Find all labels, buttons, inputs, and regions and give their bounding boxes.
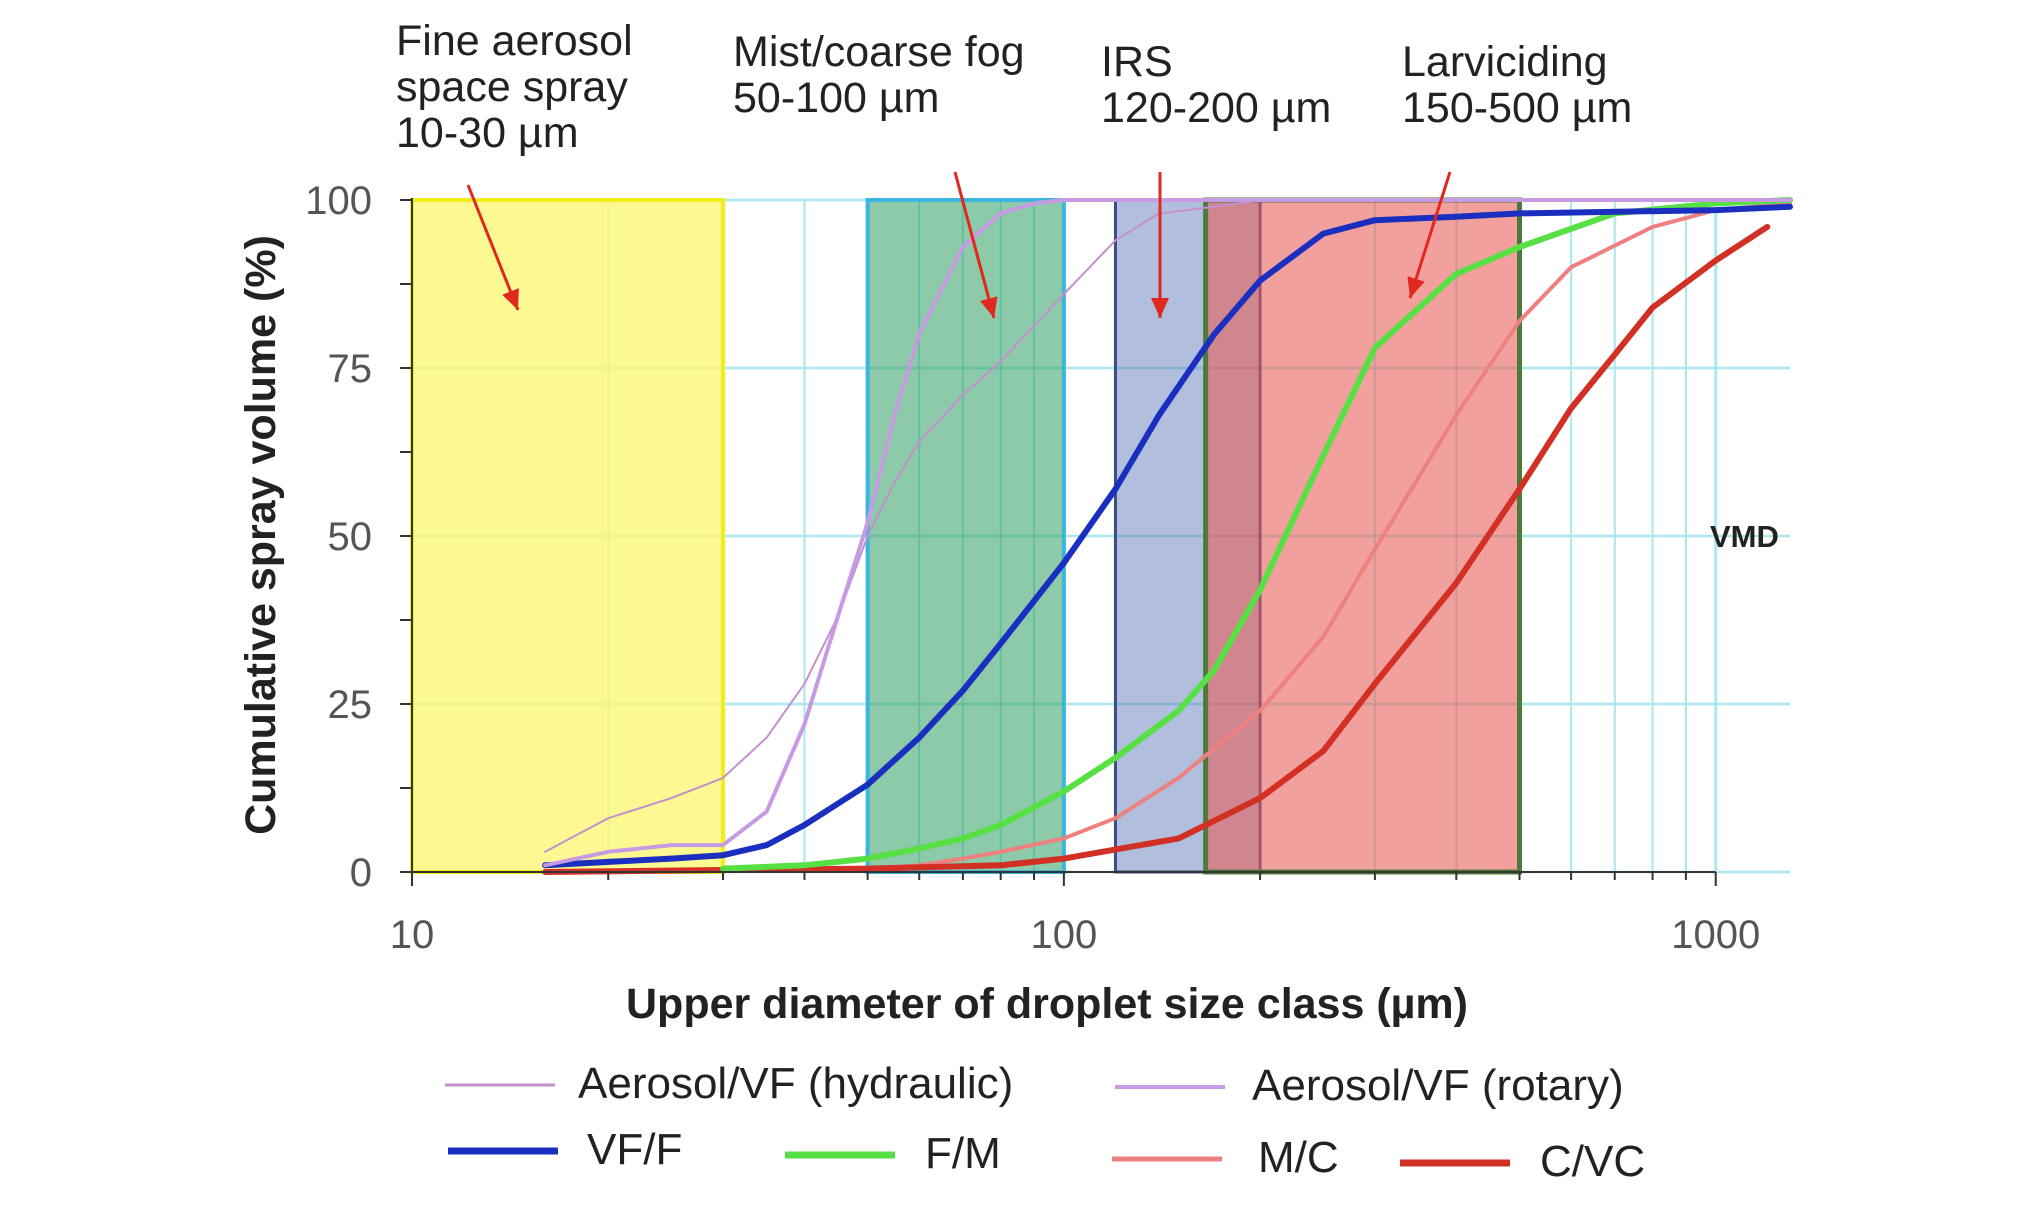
legend-label: Aerosol/VF (rotary) bbox=[1252, 1061, 1624, 1110]
legend-label: VF/F bbox=[587, 1125, 682, 1174]
x-tick-label: 1000 bbox=[1671, 913, 1760, 957]
y-tick-label: 50 bbox=[328, 515, 373, 559]
band-label-line: 150-500 µm bbox=[1402, 84, 1632, 132]
band-label-line: space spray bbox=[396, 63, 628, 111]
legend-label: C/VC bbox=[1540, 1137, 1645, 1186]
annotation-arrow-shaft bbox=[1408, 171, 1452, 299]
series-line bbox=[543, 198, 1792, 868]
y-axis-title: Cumulative spray volume (%) bbox=[237, 235, 285, 835]
series-line bbox=[542, 203, 1793, 869]
y-tick-label: 75 bbox=[328, 347, 373, 391]
annotation-arrow-head bbox=[980, 296, 998, 318]
legend-label: M/C bbox=[1258, 1133, 1339, 1182]
y-tick-label: 100 bbox=[305, 179, 372, 223]
annotation-arrow-head bbox=[502, 288, 519, 310]
annotation-arrow-head bbox=[1151, 298, 1169, 318]
x-axis-title: Upper diameter of droplet size class (µm… bbox=[626, 980, 1468, 1028]
band-rect bbox=[1203, 197, 1522, 875]
y-tick-label: 0 bbox=[350, 851, 372, 895]
band-label-line: 120-200 µm bbox=[1101, 84, 1331, 132]
band-label-line: 50-100 µm bbox=[733, 74, 939, 122]
series-line bbox=[542, 223, 1771, 875]
legend: Aerosol/VF (hydraulic) Aerosol/VF (rotary… bbox=[445, 1059, 1645, 1186]
axes: 0 25 50 75 100 10 100 1000 bbox=[305, 179, 1760, 957]
data-series bbox=[542, 197, 1793, 875]
band-label-line: 10-30 µm bbox=[396, 109, 579, 157]
x-tick-label: 10 bbox=[390, 913, 435, 957]
x-tick-label: 100 bbox=[1030, 913, 1097, 957]
series-line bbox=[865, 201, 1792, 871]
annotation-arrow-shaft bbox=[953, 171, 996, 319]
annotation-arrow-shaft bbox=[466, 184, 520, 311]
band-label-line: Fine aerosol bbox=[396, 17, 633, 65]
annotation-arrow-head bbox=[1407, 276, 1425, 298]
band-label-line: IRS bbox=[1101, 38, 1173, 86]
legend-label: F/M bbox=[925, 1129, 1001, 1178]
series-line bbox=[720, 197, 1793, 872]
legend-label: Aerosol/VF (hydraulic) bbox=[578, 1059, 1013, 1108]
application-bands bbox=[410, 197, 1522, 875]
y-tick-label: 25 bbox=[328, 683, 373, 727]
vmd-annotation: VMD bbox=[1710, 519, 1779, 554]
band-rect bbox=[865, 198, 1066, 874]
band-label-line: Larviciding bbox=[1402, 38, 1608, 86]
band-label-line: Mist/coarse fog bbox=[733, 28, 1025, 76]
band-rect bbox=[410, 198, 726, 874]
